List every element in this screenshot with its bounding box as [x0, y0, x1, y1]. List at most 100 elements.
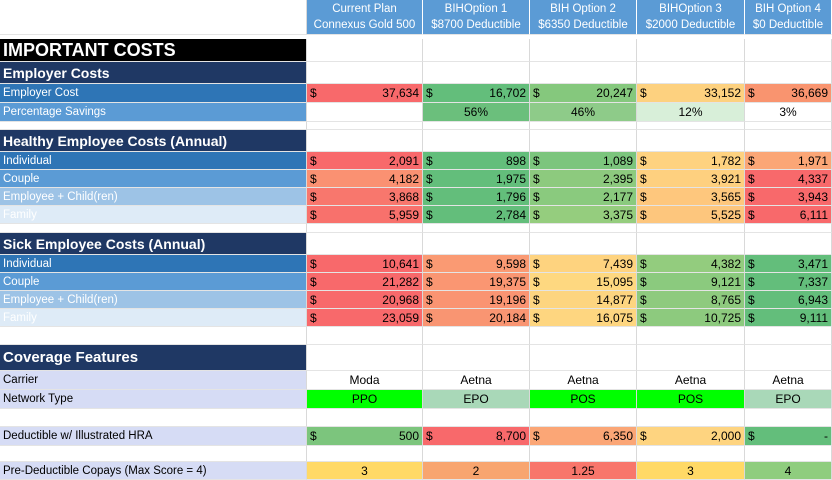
copays-cell[interactable]: 4 — [745, 462, 832, 480]
cost-cell[interactable]: $6,943 — [745, 291, 832, 309]
cost-cell[interactable]: $9,121 — [637, 273, 745, 291]
empty-cell[interactable] — [530, 345, 637, 371]
network-type-cell[interactable]: EPO — [745, 390, 832, 409]
empty-cell[interactable] — [745, 62, 832, 84]
empty-cell[interactable] — [423, 130, 530, 152]
deductible-cell[interactable]: $500 — [307, 427, 423, 446]
employer-cost-cell[interactable]: $20,247 — [530, 84, 637, 103]
row-label[interactable]: Employee + Child(ren) — [0, 188, 307, 206]
percentage-savings-cell[interactable]: 56% — [423, 103, 530, 122]
plan-header-option-3[interactable]: BIHOption 3 $2000 Deductible — [637, 0, 745, 35]
percentage-savings-cell[interactable] — [307, 103, 423, 122]
cost-cell[interactable]: $20,184 — [423, 309, 530, 327]
percentage-savings-cell[interactable]: 46% — [530, 103, 637, 122]
empty-cell[interactable] — [745, 345, 832, 371]
cost-cell[interactable]: $5,959 — [307, 206, 423, 224]
cost-cell[interactable]: $3,375 — [530, 206, 637, 224]
percentage-savings-cell[interactable]: 3% — [745, 103, 832, 122]
cost-cell[interactable]: $5,525 — [637, 206, 745, 224]
plan-header-current[interactable]: Current Plan Connexus Gold 500 — [307, 0, 423, 35]
plan-header-option-1[interactable]: BIHOption 1 $8700 Deductible — [423, 0, 530, 35]
network-type-cell[interactable]: POS — [637, 390, 745, 409]
deductible-cell[interactable]: $ - — [745, 427, 832, 446]
cost-cell[interactable]: $898 — [423, 152, 530, 170]
empty-cell[interactable] — [637, 233, 745, 255]
cost-cell[interactable]: $20,968 — [307, 291, 423, 309]
network-type-cell[interactable]: POS — [530, 390, 637, 409]
copays-cell[interactable]: 2 — [423, 462, 530, 480]
cost-cell[interactable]: $9,598 — [423, 255, 530, 273]
cost-cell[interactable]: $2,177 — [530, 188, 637, 206]
row-label[interactable]: Family — [0, 206, 307, 224]
cost-cell[interactable]: $2,091 — [307, 152, 423, 170]
row-label[interactable]: Individual — [0, 255, 307, 273]
empty-cell[interactable] — [745, 130, 832, 152]
carrier-cell[interactable]: Moda — [307, 371, 423, 390]
empty-cell[interactable] — [530, 233, 637, 255]
empty-cell[interactable] — [745, 233, 832, 255]
cost-cell[interactable]: $2,395 — [530, 170, 637, 188]
empty-cell[interactable] — [307, 62, 423, 84]
cost-cell[interactable]: $16,075 — [530, 309, 637, 327]
deductible-cell[interactable]: $6,350 — [530, 427, 637, 446]
cost-cell[interactable]: $15,095 — [530, 273, 637, 291]
row-label[interactable]: Couple — [0, 273, 307, 291]
empty-cell[interactable] — [307, 130, 423, 152]
employer-cost-cell[interactable]: $37,634 — [307, 84, 423, 103]
cost-cell[interactable]: $3,868 — [307, 188, 423, 206]
empty-cell[interactable] — [423, 39, 530, 62]
copays-cell[interactable]: 1.25 — [530, 462, 637, 480]
cost-cell[interactable]: $6,111 — [745, 206, 832, 224]
empty-cell[interactable] — [307, 345, 423, 371]
carrier-label[interactable]: Carrier — [0, 371, 307, 390]
copays-label[interactable]: Pre-Deductible Copays (Max Score = 4) — [0, 462, 307, 480]
cost-cell[interactable]: $2,784 — [423, 206, 530, 224]
empty-cell[interactable] — [423, 345, 530, 371]
row-label[interactable]: Family — [0, 309, 307, 327]
cost-cell[interactable]: $1,782 — [637, 152, 745, 170]
empty-cell[interactable] — [530, 130, 637, 152]
empty-cell[interactable] — [307, 233, 423, 255]
employer-cost-label[interactable]: Employer Cost — [0, 84, 307, 103]
cost-cell[interactable]: $23,059 — [307, 309, 423, 327]
deductible-cell[interactable]: $2,000 — [637, 427, 745, 446]
cost-cell[interactable]: $3,565 — [637, 188, 745, 206]
cost-cell[interactable]: $3,921 — [637, 170, 745, 188]
empty-cell[interactable] — [307, 39, 423, 62]
percentage-savings-label[interactable]: Percentage Savings — [0, 103, 307, 122]
healthy-employee-costs-heading[interactable]: Healthy Employee Costs (Annual) — [0, 130, 307, 152]
cost-cell[interactable]: $1,796 — [423, 188, 530, 206]
row-label[interactable]: Individual — [0, 152, 307, 170]
cost-cell[interactable]: $7,337 — [745, 273, 832, 291]
empty-cell[interactable] — [745, 39, 832, 62]
cost-cell[interactable]: $8,765 — [637, 291, 745, 309]
network-type-cell[interactable]: PPO — [307, 390, 423, 409]
employer-cost-cell[interactable]: $16,702 — [423, 84, 530, 103]
deductible-cell[interactable]: $8,700 — [423, 427, 530, 446]
cost-cell[interactable]: $3,471 — [745, 255, 832, 273]
important-costs-heading[interactable]: IMPORTANT COSTS — [0, 39, 307, 62]
sick-employee-costs-heading[interactable]: Sick Employee Costs (Annual) — [0, 233, 307, 255]
cost-cell[interactable]: $7,439 — [530, 255, 637, 273]
plan-header-option-2[interactable]: BIH Option 2 $6350 Deductible — [530, 0, 637, 35]
cost-cell[interactable]: $1,971 — [745, 152, 832, 170]
cost-cell[interactable]: $4,337 — [745, 170, 832, 188]
carrier-cell[interactable]: Aetna — [637, 371, 745, 390]
empty-cell[interactable] — [530, 39, 637, 62]
cost-cell[interactable]: $14,877 — [530, 291, 637, 309]
cost-cell[interactable]: $19,375 — [423, 273, 530, 291]
employer-cost-cell[interactable]: $33,152 — [637, 84, 745, 103]
cost-cell[interactable]: $9,111 — [745, 309, 832, 327]
empty-cell[interactable] — [637, 39, 745, 62]
network-type-cell[interactable]: EPO — [423, 390, 530, 409]
empty-cell[interactable] — [637, 345, 745, 371]
cost-cell[interactable]: $4,382 — [637, 255, 745, 273]
cost-cell[interactable]: $4,182 — [307, 170, 423, 188]
empty-cell[interactable] — [637, 130, 745, 152]
row-label[interactable]: Employee + Child(ren) — [0, 291, 307, 309]
copays-cell[interactable]: 3 — [307, 462, 423, 480]
cost-cell[interactable]: $21,282 — [307, 273, 423, 291]
employer-cost-cell[interactable]: $36,669 — [745, 84, 832, 103]
cost-cell[interactable]: $3,943 — [745, 188, 832, 206]
copays-cell[interactable]: 3 — [637, 462, 745, 480]
